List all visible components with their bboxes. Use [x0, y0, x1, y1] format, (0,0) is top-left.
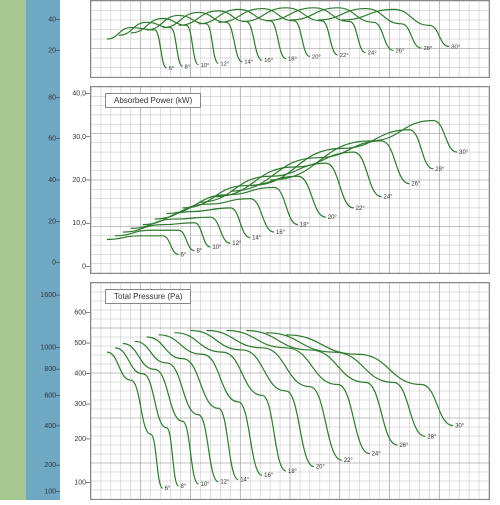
svg-text:28°: 28° [435, 167, 445, 173]
svg-text:10°: 10° [212, 245, 222, 251]
svg-text:100: 100 [74, 480, 86, 487]
svg-text:26°: 26° [411, 182, 421, 188]
svg-text:10°: 10° [200, 63, 209, 69]
svg-text:24°: 24° [384, 195, 394, 201]
left-decorative-band [0, 0, 26, 500]
svg-text:200: 200 [44, 462, 56, 469]
svg-text:16°: 16° [264, 58, 273, 64]
svg-text:28°: 28° [423, 46, 432, 52]
svg-text:20°: 20° [328, 215, 338, 221]
svg-text:1000: 1000 [40, 344, 56, 351]
svg-text:6°: 6° [169, 66, 175, 72]
svg-text:14°: 14° [252, 236, 262, 242]
svg-text:18°: 18° [288, 57, 297, 63]
svg-text:28°: 28° [427, 434, 437, 440]
svg-text:14°: 14° [244, 60, 253, 66]
svg-text:20°: 20° [316, 465, 326, 471]
svg-text:300: 300 [74, 401, 86, 408]
outer-axis-band: 204002040608010020040060080010001600 [26, 0, 60, 500]
svg-text:20°: 20° [312, 54, 321, 60]
svg-text:30°: 30° [451, 45, 460, 51]
svg-text:12°: 12° [232, 241, 242, 247]
chart3-panel: Total Pressure (Pa) 6° 8° 10° 12° 14° 16° 18° 20… [90, 282, 490, 500]
svg-text:10°: 10° [200, 482, 210, 488]
svg-text:100: 100 [44, 488, 56, 495]
svg-text:22°: 22° [340, 53, 349, 59]
svg-text:16°: 16° [264, 473, 274, 479]
svg-text:200: 200 [74, 436, 86, 443]
svg-text:26°: 26° [395, 48, 404, 54]
svg-text:40: 40 [48, 177, 56, 184]
svg-text:400: 400 [44, 423, 56, 430]
svg-text:12°: 12° [220, 61, 229, 67]
svg-text:1600: 1600 [40, 292, 56, 299]
svg-text:8°: 8° [181, 484, 187, 490]
svg-text:40,0: 40,0 [72, 91, 86, 98]
svg-text:600: 600 [44, 392, 56, 399]
svg-text:8°: 8° [185, 64, 191, 70]
svg-text:24°: 24° [372, 452, 382, 458]
svg-text:400: 400 [74, 371, 86, 378]
svg-text:6°: 6° [181, 252, 187, 258]
svg-text:600: 600 [74, 310, 86, 317]
svg-text:500: 500 [74, 340, 86, 347]
svg-text:40: 40 [48, 17, 56, 24]
svg-text:800: 800 [44, 366, 56, 373]
svg-text:80: 80 [48, 94, 56, 101]
svg-text:22°: 22° [356, 206, 366, 212]
inner-axis-band: 0 10,0 20,0 30,0 40,0 100 200 300 400 500 600 [60, 0, 90, 500]
charts-column: 6°8°10°12°14°16°18°20°22°24°26°28°30°Abs… [90, 0, 500, 500]
svg-text:8°: 8° [196, 249, 202, 255]
svg-text:24°: 24° [368, 51, 377, 57]
chart2-title: Absorbed Power (kW) [105, 93, 201, 108]
svg-text:26°: 26° [399, 443, 409, 449]
svg-text:0: 0 [82, 263, 86, 270]
chart1-panel: 6° 8° 10° 12° 14° 16° 18° 20° 22° 24° 26° 28° 30° [90, 0, 490, 78]
svg-text:10,0: 10,0 [72, 220, 86, 227]
svg-text:30°: 30° [459, 150, 469, 156]
chart3-title: Total Pressure (Pa) [105, 289, 191, 304]
svg-text:16°: 16° [276, 230, 286, 236]
svg-text:20,0: 20,0 [72, 177, 86, 184]
svg-text:30,0: 30,0 [72, 134, 86, 141]
svg-text:6°: 6° [165, 486, 171, 492]
svg-text:20: 20 [48, 48, 56, 55]
svg-text:0: 0 [52, 260, 56, 267]
svg-text:18°: 18° [300, 223, 310, 229]
svg-text:60: 60 [48, 136, 56, 143]
svg-text:12°: 12° [220, 480, 230, 486]
svg-text:20: 20 [48, 218, 56, 225]
svg-text:30°: 30° [455, 424, 465, 430]
svg-text:22°: 22° [344, 458, 354, 464]
chart2-panel: Absorbed Power (kW) 6° 8° 10° 12° 14° 16° 18° 20… [90, 86, 490, 274]
svg-text:18°: 18° [288, 469, 298, 475]
svg-text:14°: 14° [240, 478, 250, 484]
